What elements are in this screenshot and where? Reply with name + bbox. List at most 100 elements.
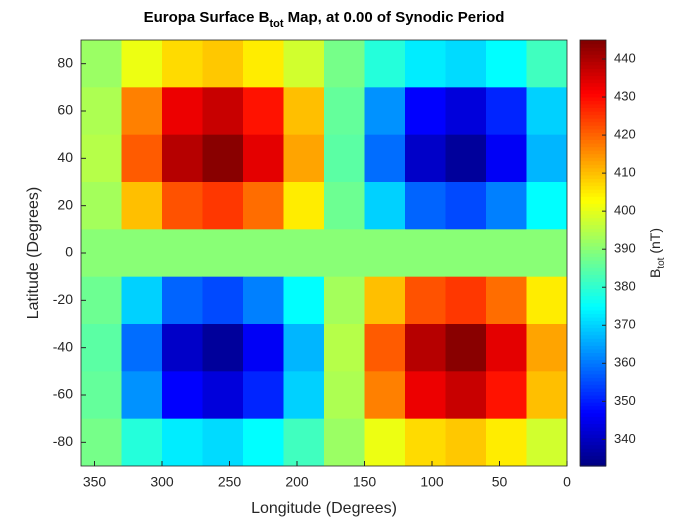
colorbar-band (580, 419, 606, 424)
colorbar-band (580, 363, 606, 368)
colorbar-band (580, 245, 606, 251)
colorbar-tick-label: 390 (614, 241, 636, 256)
colorbar-band (580, 324, 606, 329)
heat-cell (162, 418, 203, 466)
heat-cell (243, 324, 284, 372)
heat-cell (81, 418, 122, 466)
heat-cell (405, 87, 446, 136)
heat-cell (486, 87, 527, 136)
heat-cell (364, 418, 406, 466)
heat-cell (243, 40, 284, 88)
heat-cell (81, 134, 122, 183)
colorbar-tick-label: 430 (614, 88, 636, 103)
colorbar-band (580, 111, 606, 116)
colorbar-band (580, 306, 606, 311)
x-tick-label: 50 (492, 474, 508, 490)
title-sub: tot (269, 18, 283, 30)
heat-cell (364, 276, 406, 325)
heat-cell (526, 371, 567, 420)
heat-cell (405, 371, 446, 420)
heat-cell (526, 134, 567, 183)
colorbar-band (580, 118, 606, 123)
colorbar-band (580, 182, 606, 187)
heat-cell (283, 371, 325, 420)
colorbar-tick-label: 360 (614, 355, 636, 370)
colorbar-band (580, 309, 606, 314)
colorbar-band (580, 260, 606, 265)
heat-cell (283, 276, 325, 325)
heat-cell (121, 40, 163, 88)
heat-cell (243, 87, 284, 136)
colorbar-band (580, 43, 606, 48)
colorbar-band (580, 242, 606, 247)
heat-cell (324, 229, 365, 278)
heat-cell (162, 371, 203, 420)
colorbar-band (580, 316, 606, 322)
colorbar-band (580, 235, 606, 240)
colorbar-band (580, 217, 606, 222)
colorbar-band (580, 370, 606, 375)
colorbar-band (580, 160, 606, 165)
colorbar-band (580, 263, 606, 268)
colorbar-band (580, 416, 606, 421)
heat-cell (445, 182, 487, 230)
colorbar-band (580, 174, 606, 180)
heat-cell (283, 134, 325, 183)
heat-cell (364, 324, 406, 372)
heat-cell (486, 229, 527, 278)
colorbar-band (580, 441, 606, 446)
heat-cell (162, 134, 203, 183)
colorbar-band (580, 238, 606, 243)
heat-cell (445, 134, 487, 183)
y-tick-label: 60 (57, 102, 73, 118)
colorbar-band (580, 50, 606, 55)
heat-cell (405, 418, 446, 466)
cbar-label-sub: tot (656, 257, 667, 268)
heat-cell (162, 182, 203, 230)
colorbar-band (580, 82, 606, 87)
colorbar-band (580, 100, 606, 105)
colorbar-band (580, 267, 606, 272)
heat-cell (162, 229, 203, 278)
heat-cell (526, 229, 567, 278)
x-tick-label: 250 (218, 474, 242, 490)
colorbar-band (580, 107, 606, 112)
heat-cell (243, 182, 284, 230)
heat-cell (81, 324, 122, 372)
colorbar-band (580, 68, 606, 73)
colorbar-band (580, 71, 606, 77)
heat-cell (283, 87, 325, 136)
heat-cell (283, 182, 325, 230)
colorbar-band (580, 302, 606, 307)
heat-cell (364, 182, 406, 230)
heat-cell (486, 418, 527, 466)
colorbar-band (580, 409, 606, 414)
colorbar-band (580, 121, 606, 126)
heat-cell (81, 276, 122, 325)
heat-cell (121, 87, 163, 136)
heat-cell (202, 134, 244, 183)
colorbar-band (580, 253, 606, 258)
colorbar-band (580, 189, 606, 194)
colorbar-band (580, 47, 606, 52)
colorbar-band (580, 206, 606, 211)
heat-cell (405, 229, 446, 278)
cbar-label-part: (nT) (647, 228, 663, 258)
colorbar-band (580, 334, 606, 339)
colorbar-band (580, 103, 606, 109)
colorbar-band (580, 458, 606, 464)
colorbar-band (580, 373, 606, 378)
colorbar-band (580, 338, 606, 343)
colorbar-tick-label: 410 (614, 165, 636, 180)
colorbar-tick-label: 370 (614, 317, 636, 332)
colorbar-band (580, 292, 606, 297)
x-tick-label: 0 (563, 474, 571, 490)
heat-cell (405, 40, 446, 88)
heat-cell (526, 182, 567, 230)
y-tick-label: 40 (57, 149, 73, 165)
colorbar-band (580, 377, 606, 382)
heat-cell (364, 229, 406, 278)
heat-cell (81, 182, 122, 230)
colorbar-band (580, 57, 606, 62)
colorbar-band (580, 139, 606, 144)
